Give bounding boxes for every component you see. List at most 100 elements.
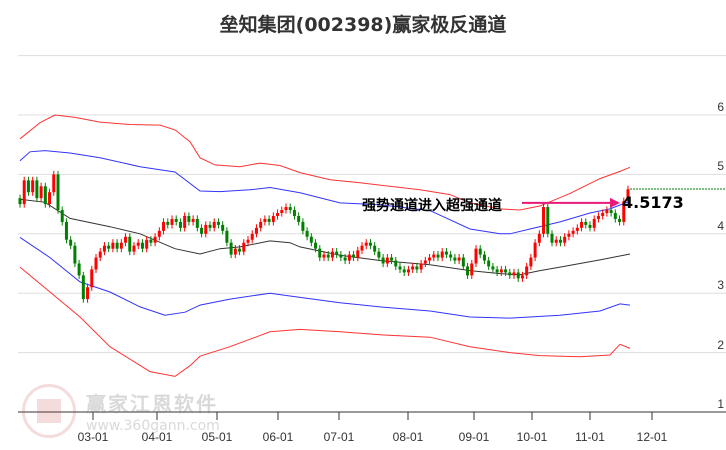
candle-body [449, 254, 453, 258]
chart-title: 垒知集团(002398)赢家极反通道 [219, 14, 507, 36]
candle-body [301, 221, 305, 231]
candle-body [453, 257, 457, 261]
candle-body [259, 221, 263, 228]
candle-body [385, 257, 389, 264]
candle-body [94, 257, 98, 270]
candle-body [322, 254, 326, 258]
candle-body [554, 239, 558, 243]
candle-body [609, 210, 613, 214]
candle-body [347, 254, 351, 261]
candle-body [178, 221, 182, 228]
inner-lower-band [19, 236, 631, 319]
candle-body [377, 251, 381, 258]
y-tick-label: 4 [717, 218, 724, 233]
candle-body [195, 218, 199, 228]
candle-body [309, 236, 313, 243]
candle-body [499, 269, 503, 273]
candle-body [394, 260, 398, 267]
candle-body [18, 198, 22, 205]
candle-body [605, 210, 609, 214]
candle-body [242, 242, 246, 252]
candle-body [373, 245, 377, 252]
watermark-url: www.360gann.com [86, 418, 220, 434]
candle-body [487, 260, 491, 267]
candle-body [221, 224, 225, 231]
candle-body [276, 213, 280, 216]
candle-body [107, 245, 111, 249]
candle-body [250, 233, 254, 240]
candle-body [516, 272, 520, 279]
candle-body [360, 245, 364, 251]
x-tick-label: 11-01 [575, 430, 605, 444]
candle-body [187, 215, 191, 222]
y-tick-label: 1 [717, 397, 724, 411]
last-price-label: 4.5173 [622, 193, 684, 212]
candle-body [132, 245, 136, 252]
candle-body [567, 233, 571, 237]
candle-body [596, 215, 600, 219]
candle-body [520, 275, 524, 279]
candle-body [90, 269, 94, 288]
candle-body [343, 257, 347, 261]
candle-body [537, 233, 541, 243]
candle-body [314, 242, 318, 249]
x-tick-label: 10-01 [516, 430, 548, 444]
candle-body [571, 230, 575, 234]
candle-body [145, 239, 149, 249]
outer-upper-band [19, 114, 631, 211]
x-tick-label: 05-01 [201, 430, 233, 444]
candle-body [136, 242, 140, 246]
candle-body [546, 207, 550, 234]
candle-body [77, 263, 81, 276]
candle-body [550, 233, 554, 243]
candle-body [73, 245, 77, 264]
candle-body [432, 254, 436, 258]
candle-body [592, 218, 596, 228]
arrow-head-icon [610, 197, 620, 208]
candle-body [584, 221, 588, 225]
candle-body [162, 221, 166, 231]
candle-body [622, 201, 626, 222]
candle-body [52, 174, 56, 193]
candle-body [86, 287, 90, 300]
candle-body [157, 230, 161, 237]
candle-body [444, 251, 448, 255]
candle-body [542, 207, 546, 234]
candle-body [626, 189, 630, 202]
candle-body [69, 239, 73, 246]
candle-body [56, 174, 60, 211]
y-tick-label: 6 [717, 100, 724, 114]
candle-body [166, 221, 170, 225]
candle-body [402, 269, 406, 273]
candle-body [48, 192, 52, 205]
inner-upper-band [19, 150, 631, 235]
candle-body [288, 207, 292, 211]
candle-body [601, 213, 605, 216]
candle-body [233, 248, 237, 255]
candle-body [22, 180, 26, 205]
outer-lower-band [19, 266, 631, 377]
candle-body [246, 239, 250, 243]
candle-body [364, 242, 368, 246]
candle-body [491, 266, 495, 270]
y-tick-label: 5 [717, 159, 724, 174]
candle-body [406, 269, 410, 273]
candle-body [119, 242, 123, 249]
candle-body [423, 260, 427, 264]
candle-body [284, 207, 288, 211]
candle-body [461, 257, 465, 267]
candle-body [102, 245, 106, 252]
candle-body [613, 213, 617, 219]
candle-body [474, 248, 478, 264]
candle-body [618, 218, 622, 222]
candle-body [225, 230, 229, 243]
watermark-seal-icon [22, 384, 76, 438]
candle-body [495, 269, 499, 273]
candle-body [356, 250, 360, 258]
candle-body [280, 210, 284, 214]
candle-body [482, 254, 486, 261]
candle-body [436, 254, 440, 258]
candle-body [470, 263, 474, 276]
